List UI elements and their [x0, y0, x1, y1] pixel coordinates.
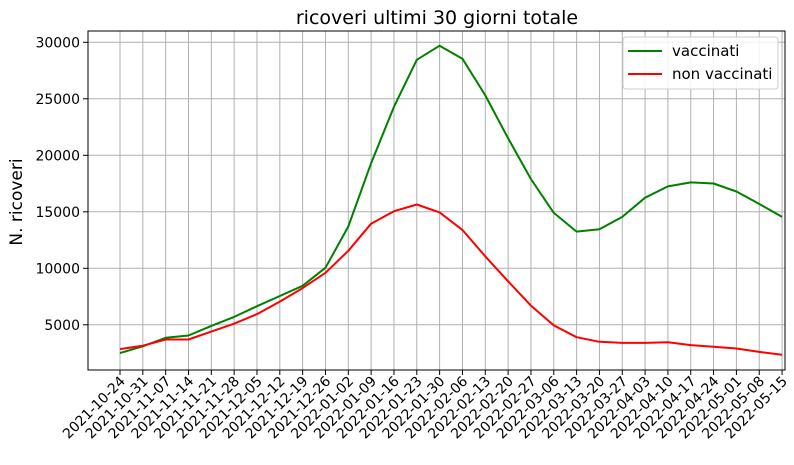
legend-label-1: non vaccinati: [672, 65, 772, 83]
legend-label-0: vaccinati: [672, 42, 739, 60]
y-tick-label: 30000: [35, 35, 80, 51]
y-tick-label: 10000: [35, 261, 80, 277]
chart-title: ricoveri ultimi 30 giorni totale: [296, 7, 578, 29]
y-tick-label: 20000: [35, 148, 80, 164]
series-line-1: [119, 203, 783, 356]
grid: [88, 31, 785, 370]
x-axis: 2021-10-242021-10-312021-11-072021-11-14…: [60, 370, 791, 442]
y-tick-label: 5000: [44, 318, 80, 334]
y-axis-label: N. ricoveri: [7, 158, 27, 245]
plot-area-border: [87, 30, 786, 371]
y-tick-label: 15000: [35, 205, 80, 221]
y-axis: 5000 10000 15000 20000 25000 30000: [35, 35, 88, 334]
series-line-0: [119, 44, 783, 355]
legend: vaccinati non vaccinati: [622, 36, 779, 90]
series-layer: [119, 44, 783, 356]
y-tick-label: 25000: [35, 92, 80, 108]
